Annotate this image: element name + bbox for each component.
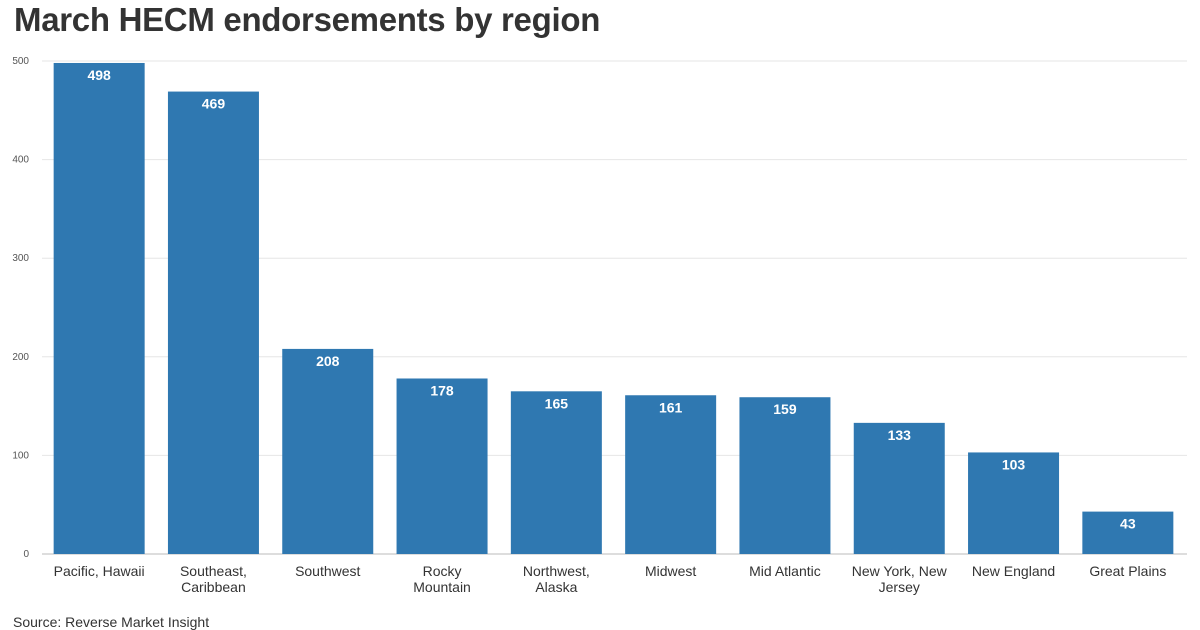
category-label: Rocky Mountain (413, 563, 471, 595)
category-label: Mid Atlantic (749, 563, 821, 579)
y-tick-label: 500 (12, 56, 29, 67)
category-label: Midwest (645, 563, 696, 579)
y-tick-label: 300 (12, 253, 29, 264)
category-label: New England (972, 563, 1055, 579)
bar (53, 62, 145, 555)
category-label: Northwest, Alaska (523, 563, 590, 595)
value-label: 159 (773, 401, 797, 417)
bar (282, 348, 374, 554)
bar (1082, 511, 1174, 554)
chart-title: March HECM endorsements by region (14, 1, 601, 38)
bar (167, 91, 259, 554)
bar-chart: 0 100 200 300 400 500 498 469 208 178 165 161 159 13… (12, 56, 1187, 595)
y-axis-tick-labels: 0 100 200 300 400 500 (12, 56, 29, 560)
y-tick-label: 400 (12, 155, 29, 166)
y-tick-label: 100 (12, 450, 29, 461)
bar (853, 422, 945, 554)
category-label: Pacific, Hawaii (54, 563, 145, 579)
bar (396, 378, 488, 554)
category-labels: Pacific, Hawaii Southeast, Caribbean Southw… (54, 563, 1167, 595)
value-label: 133 (888, 427, 912, 443)
bar (510, 391, 602, 554)
category-label: Great Plains (1089, 563, 1166, 579)
source-note: Source: Reverse Market Insight (13, 614, 210, 630)
bar (968, 452, 1060, 554)
value-label: 165 (545, 395, 569, 411)
bar (625, 395, 717, 554)
value-label: 498 (87, 67, 111, 83)
category-label: New York, New Jersey (852, 563, 948, 595)
bar (739, 397, 831, 554)
value-label: 208 (316, 353, 340, 369)
value-labels: 498 469 208 178 165 161 159 133 103 43 (87, 67, 1135, 532)
y-tick-label: 0 (23, 549, 29, 560)
y-tick-label: 200 (12, 352, 29, 363)
bars (53, 62, 1174, 555)
value-label: 469 (202, 96, 226, 112)
value-label: 161 (659, 399, 683, 415)
value-label: 178 (430, 382, 454, 398)
value-label: 103 (1002, 456, 1026, 472)
category-label: Southwest (295, 563, 360, 579)
category-label: Southeast, Caribbean (180, 563, 247, 595)
value-label: 43 (1120, 516, 1136, 532)
